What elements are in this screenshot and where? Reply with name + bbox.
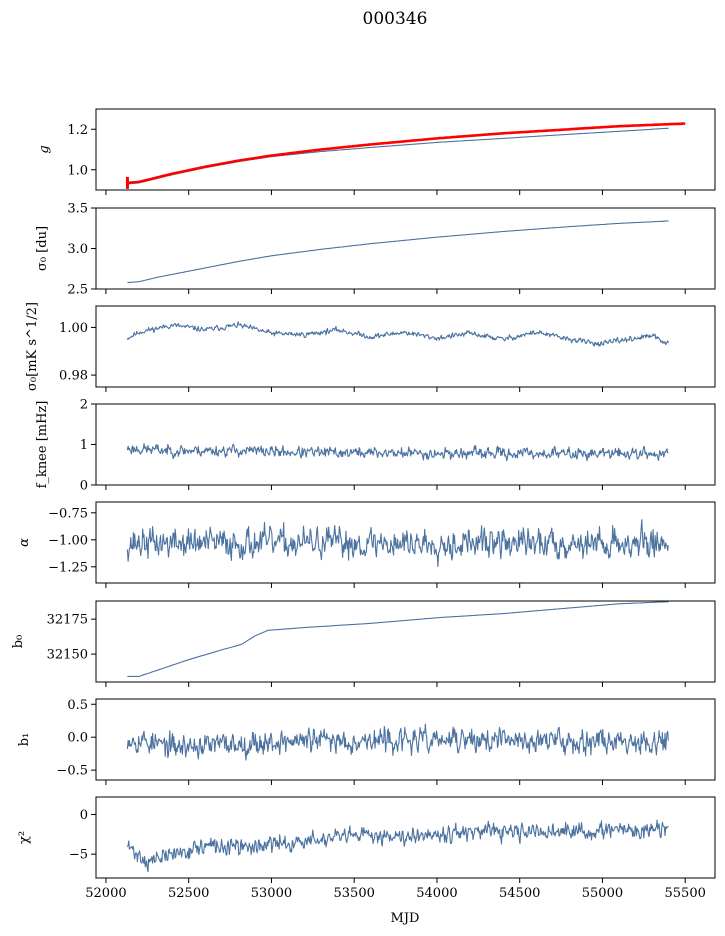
y-axis-label: g (37, 145, 52, 153)
x-tick-label: 54000 (416, 886, 457, 901)
axes-frame (95, 207, 716, 290)
x-tick-label: 55000 (582, 886, 623, 901)
axes-frame (95, 501, 716, 584)
panels: 1.0 1.2 g 2.5 3.0 3.5 σ₀ [du] 0.98 1.00 σ₀[mK s^1… (11, 108, 716, 901)
axes-frame (95, 698, 716, 781)
series-sigma0_mK (126, 321, 669, 347)
y-tick-label: −5 (69, 848, 88, 863)
y-tick-label: 0.5 (67, 698, 88, 713)
y-axis-label: χ² (17, 831, 32, 844)
axes-frame (95, 796, 716, 879)
y-tick-label: 1.2 (67, 123, 88, 138)
series-b1 (126, 723, 669, 761)
panel-g: 1.0 1.2 g (37, 108, 716, 195)
y-tick-label: −0.75 (48, 506, 88, 521)
y-tick-label: 0.98 (59, 369, 88, 384)
x-tick-label: 55500 (665, 886, 706, 901)
y-tick-label: 0 (80, 808, 88, 823)
axes-frame (95, 403, 716, 486)
y-tick-label: −1.25 (48, 560, 88, 575)
y-tick-label: 3.0 (67, 242, 88, 257)
axes-frame (95, 108, 716, 191)
y-axis-label: f_knee [mHz] (35, 401, 50, 489)
y-tick-label: −0.5 (56, 764, 88, 779)
y-tick-label: 1.0 (67, 163, 88, 178)
y-axis-label: σ₀[mK s^1/2] (25, 302, 40, 391)
y-axis-label: b₀ (11, 635, 26, 649)
axes-frame (95, 305, 716, 388)
series-alpha (126, 519, 669, 568)
y-tick-label: 1 (80, 438, 88, 453)
x-axis-label: MJD (391, 911, 420, 926)
series-g_fit (127, 122, 686, 185)
x-tick-label: 52500 (168, 886, 209, 901)
panel-b1: −0.5 0.0 0.5 b₁ (17, 698, 716, 785)
y-axis-label: α (17, 538, 32, 547)
chart-title: 000346 (363, 9, 428, 29)
y-tick-label: 2 (80, 398, 88, 413)
y-tick-label: 2.5 (67, 283, 88, 298)
x-tick-label: 52000 (85, 886, 126, 901)
x-tick-label: 53000 (251, 886, 292, 901)
y-axis-label: σ₀ [du] (35, 226, 50, 271)
y-tick-label: 1.00 (59, 321, 88, 336)
y-axis-label: b₁ (17, 733, 32, 747)
series-b0 (127, 601, 669, 677)
panel-b0: 32150 32175 b₀ (11, 600, 716, 687)
panel-alpha: −1.25 −1.00 −0.75 α (17, 501, 716, 588)
x-tick-label: 54500 (499, 886, 540, 901)
axes-frame (95, 600, 716, 683)
panel-sigma0_mK: 0.98 1.00 σ₀[mK s^1/2] (25, 302, 716, 392)
y-tick-label: 0.0 (67, 731, 88, 746)
y-tick-label: 32175 (47, 613, 88, 628)
y-tick-label: −1.00 (48, 533, 88, 548)
panel-chi2: −5 0 52000 52500 53000 53500 54000 54500 55000 55… (17, 796, 716, 901)
series-g (127, 127, 669, 185)
series-fknee (126, 443, 669, 462)
series-chi2 (126, 819, 669, 873)
y-tick-label: 32150 (47, 648, 88, 663)
panel-sigma0_du: 2.5 3.0 3.5 σ₀ [du] (35, 202, 716, 298)
panel-fknee: 0 1 2 f_knee [mHz] (35, 398, 716, 494)
y-tick-label: 3.5 (67, 202, 88, 217)
y-tick-label: 0 (80, 479, 88, 494)
series-sigma0_du (127, 220, 669, 284)
x-tick-label: 53500 (334, 886, 375, 901)
